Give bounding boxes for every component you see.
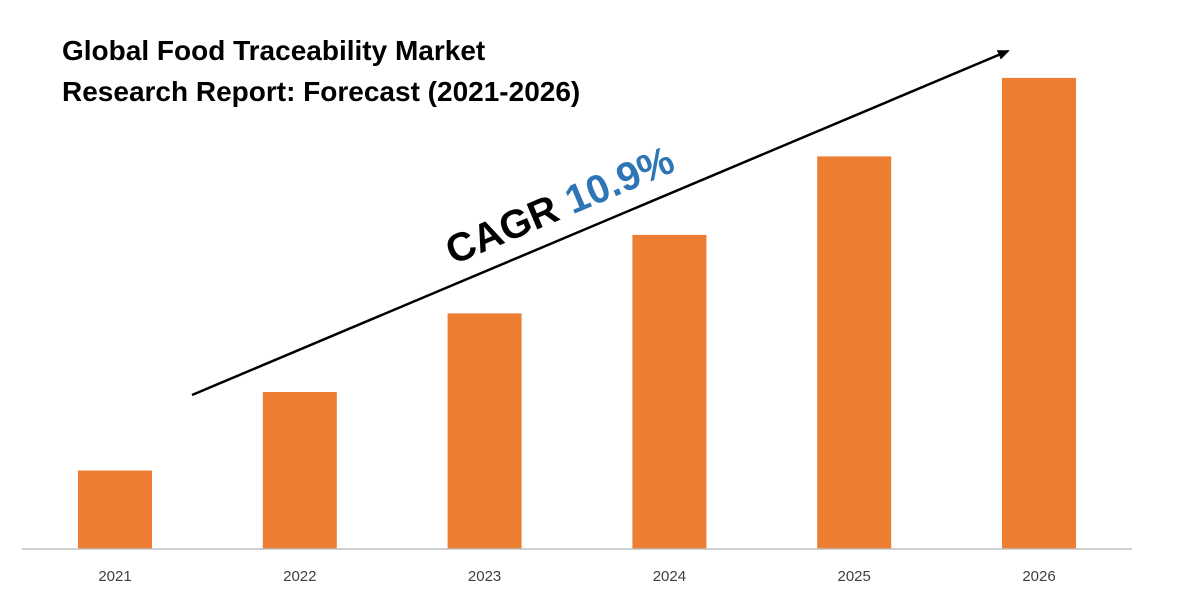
bar-2022 (262, 392, 337, 549)
x-tick-label-2025: 2025 (838, 568, 871, 585)
chart-title-line-2: Research Report: Forecast (2021-2026) (62, 76, 580, 107)
x-tick-label-2022: 2022 (283, 568, 316, 585)
trend-arrow (191, 49, 1010, 397)
bar-2021 (78, 470, 152, 549)
x-tick-label-2024: 2024 (653, 568, 686, 585)
cagr-value: 10.9% (559, 138, 681, 223)
x-tick-labels: 2021 2022 2023 2024 2025 2026 (98, 568, 1055, 585)
bar-2026 (1002, 77, 1076, 550)
chart-title-line-1: Global Food Traceability Market (62, 35, 485, 66)
x-tick-label-2023: 2023 (468, 568, 501, 585)
bar-2025 (817, 156, 892, 549)
cagr-label: CAGR (439, 187, 565, 273)
x-tick-label-2021: 2021 (98, 568, 131, 585)
bars-group (78, 77, 1076, 550)
bar-2024 (632, 234, 707, 549)
bar-2023 (447, 313, 522, 549)
x-tick-label-2026: 2026 (1022, 568, 1055, 585)
